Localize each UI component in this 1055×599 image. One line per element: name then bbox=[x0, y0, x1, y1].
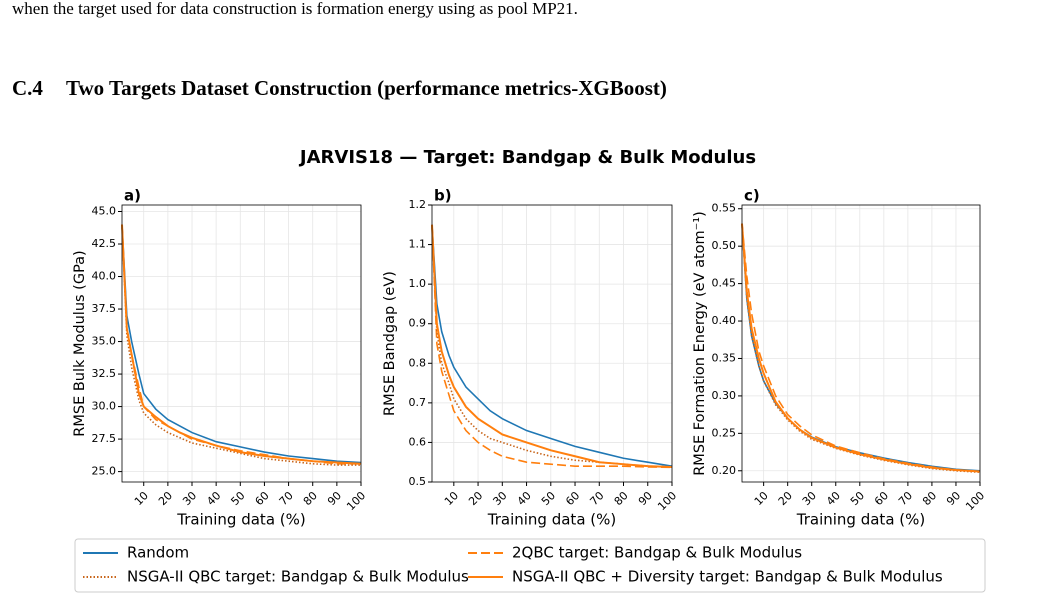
y-tick-label: 0.20 bbox=[712, 464, 737, 477]
panel-label: a) bbox=[124, 187, 141, 205]
y-axis-label: RMSE Bandgap (eV) bbox=[382, 271, 398, 416]
section-number: C.4 bbox=[12, 76, 43, 100]
x-tick-label: 30 bbox=[490, 489, 509, 508]
body-text: when the target used for data constructi… bbox=[12, 0, 578, 18]
x-tick-label: 20 bbox=[466, 489, 485, 508]
y-tick-label: 42.5 bbox=[92, 237, 117, 250]
y-tick-label: 35.0 bbox=[92, 335, 117, 348]
y-tick-label: 0.6 bbox=[409, 435, 427, 448]
y-tick-label: 1.2 bbox=[409, 198, 427, 211]
x-tick-label: 100 bbox=[963, 489, 987, 513]
section-title: Two Targets Dataset Construction (perfor… bbox=[66, 76, 667, 100]
x-tick-label: 60 bbox=[563, 489, 582, 508]
x-tick-label: 90 bbox=[636, 489, 655, 508]
x-tick-label: 10 bbox=[132, 489, 151, 508]
x-tick-label: 80 bbox=[920, 489, 939, 508]
y-tick-label: 0.35 bbox=[712, 351, 737, 364]
legend-label: 2QBC target: Bandgap & Bulk Modulus bbox=[512, 544, 802, 562]
y-tick-label: 40.0 bbox=[92, 270, 117, 283]
x-tick-label: 70 bbox=[896, 489, 915, 508]
series-line bbox=[121, 224, 362, 465]
panel-label: c) bbox=[744, 187, 760, 205]
y-tick-label: 0.50 bbox=[712, 239, 737, 252]
series-line bbox=[121, 224, 361, 465]
y-tick-label: 45.0 bbox=[92, 205, 117, 218]
y-tick-label: 0.25 bbox=[712, 426, 737, 439]
y-tick-label: 0.55 bbox=[712, 202, 737, 215]
x-tick-label: 20 bbox=[156, 489, 175, 508]
series-line bbox=[741, 223, 981, 473]
x-tick-label: 50 bbox=[539, 489, 558, 508]
x-tick-label: 70 bbox=[277, 489, 296, 508]
x-tick-label: 30 bbox=[800, 489, 819, 508]
x-tick-label: 50 bbox=[228, 489, 247, 508]
x-axis-label: Training data (%) bbox=[176, 511, 305, 529]
legend-label: Random bbox=[127, 544, 189, 562]
x-tick-label: 90 bbox=[325, 489, 344, 508]
series-line bbox=[431, 224, 673, 467]
y-tick-label: 0.45 bbox=[712, 277, 737, 290]
x-tick-label: 20 bbox=[776, 489, 795, 508]
x-tick-label: 80 bbox=[301, 489, 320, 508]
x-tick-label: 40 bbox=[824, 489, 843, 508]
legend-label: NSGA-II QBC + Diversity target: Bandgap … bbox=[512, 568, 943, 586]
x-tick-label: 10 bbox=[442, 489, 461, 508]
x-tick-label: 60 bbox=[253, 489, 272, 508]
x-axis-label: Training data (%) bbox=[796, 511, 925, 529]
x-tick-label: 10 bbox=[752, 489, 771, 508]
y-tick-label: 0.5 bbox=[409, 475, 427, 488]
legend-label: NSGA-II QBC target: Bandgap & Bulk Modul… bbox=[127, 568, 469, 586]
x-tick-label: 90 bbox=[944, 489, 963, 508]
x-tick-label: 100 bbox=[655, 489, 679, 513]
series-line bbox=[741, 223, 981, 474]
series-line bbox=[431, 224, 673, 469]
series-line bbox=[741, 223, 981, 473]
y-tick-label: 32.5 bbox=[92, 367, 117, 380]
x-tick-label: 70 bbox=[587, 489, 606, 508]
x-axis-label: Training data (%) bbox=[487, 511, 616, 529]
series-line bbox=[431, 224, 673, 468]
y-tick-label: 27.5 bbox=[92, 432, 117, 445]
x-tick-label: 80 bbox=[612, 489, 631, 508]
y-tick-label: 30.0 bbox=[92, 400, 117, 413]
series-line bbox=[121, 224, 361, 466]
y-tick-label: 0.7 bbox=[409, 396, 427, 409]
x-tick-label: 30 bbox=[180, 489, 199, 508]
series-line bbox=[121, 224, 362, 464]
panel-label: b) bbox=[434, 187, 452, 205]
y-tick-label: 37.5 bbox=[92, 302, 117, 315]
figure-title: JARVIS18 — Target: Bandgap & Bulk Modulu… bbox=[298, 147, 756, 168]
x-tick-label: 60 bbox=[872, 489, 891, 508]
plot-frame bbox=[121, 204, 362, 483]
x-tick-label: 100 bbox=[344, 489, 368, 513]
x-tick-label: 40 bbox=[204, 489, 223, 508]
y-tick-label: 0.9 bbox=[409, 317, 427, 330]
y-axis-label: RMSE Formation Energy (eV atom⁻¹) bbox=[692, 211, 708, 476]
y-tick-label: 1.1 bbox=[409, 238, 427, 251]
plot-frame bbox=[741, 204, 981, 483]
y-tick-label: 0.30 bbox=[712, 389, 737, 402]
x-tick-label: 40 bbox=[515, 489, 534, 508]
legend-box bbox=[74, 538, 986, 593]
y-tick-label: 25.0 bbox=[92, 465, 117, 478]
y-axis-label: RMSE Bulk Modulus (GPa) bbox=[72, 250, 88, 436]
series-line bbox=[431, 224, 673, 468]
y-tick-label: 0.40 bbox=[712, 314, 737, 327]
y-tick-label: 1.0 bbox=[409, 277, 427, 290]
y-tick-label: 0.8 bbox=[409, 356, 427, 369]
plot-frame bbox=[431, 204, 673, 483]
x-tick-label: 50 bbox=[848, 489, 867, 508]
